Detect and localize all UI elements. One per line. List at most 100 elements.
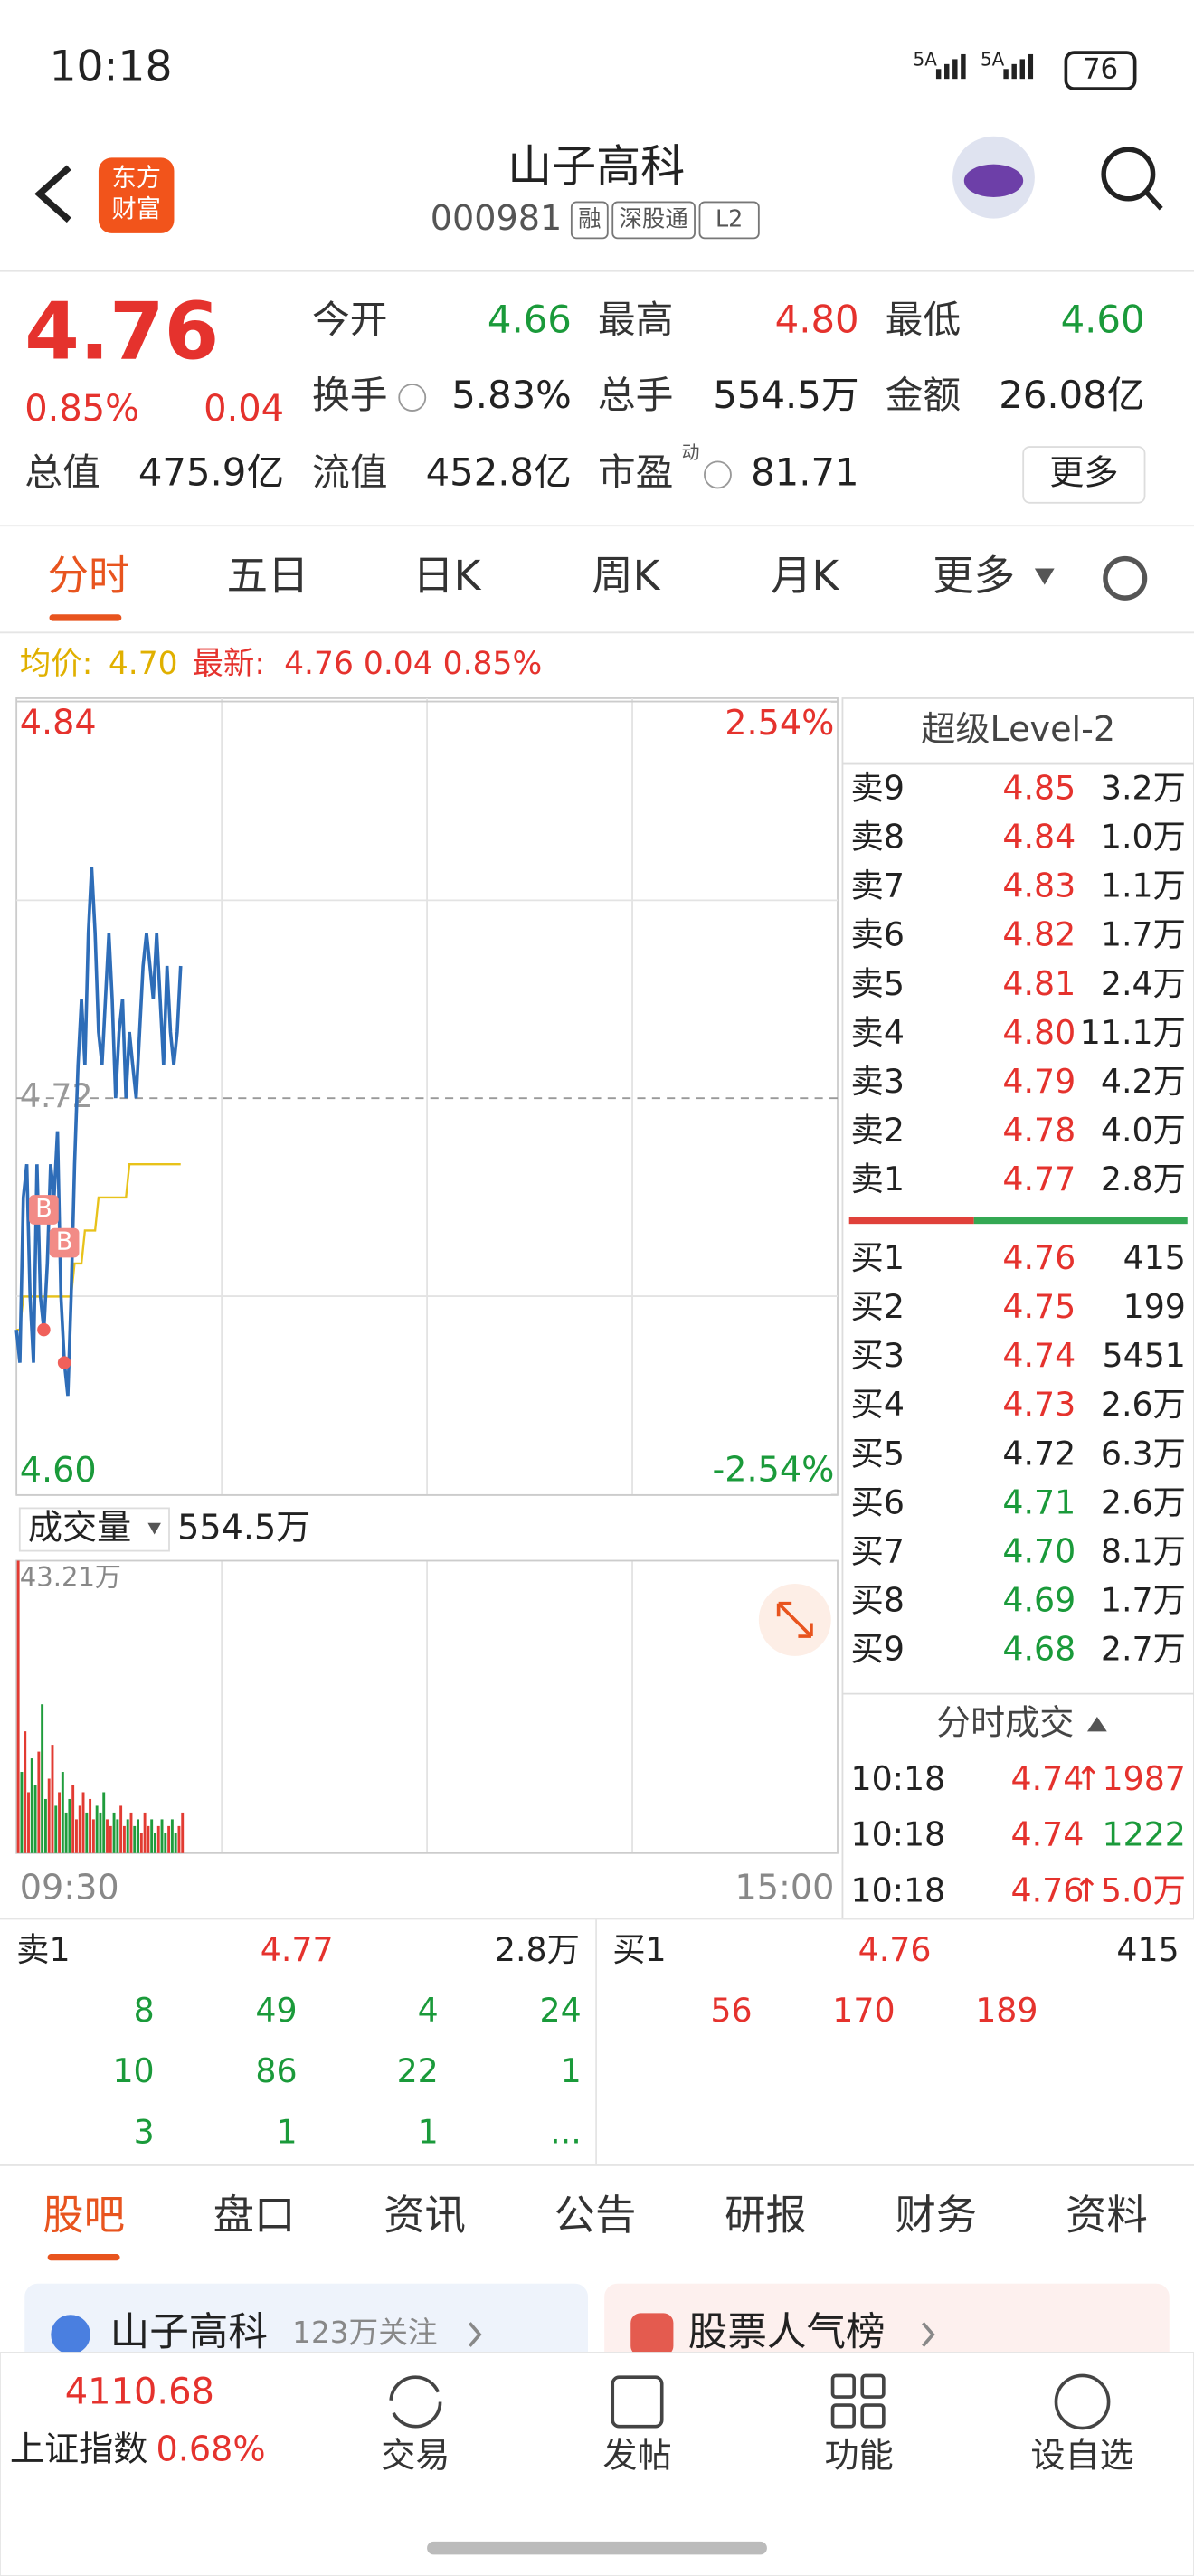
trade-price: 4.74 (1011, 1815, 1085, 1854)
level-price: 4.83 (1002, 867, 1076, 905)
info-tab[interactable]: 公告 (554, 2192, 637, 2240)
info-tab[interactable]: 资讯 (384, 2192, 466, 2240)
ask-ratio-bar (848, 1217, 974, 1225)
expand-icon (776, 1601, 813, 1638)
volume-bar (150, 1819, 154, 1853)
queue-price: 4.77 (261, 1930, 334, 1969)
signal-bar (961, 53, 966, 80)
volume-bar (119, 1805, 123, 1853)
trade-icon (389, 2375, 442, 2429)
volume-bar (95, 1805, 99, 1853)
volume-bar (37, 1751, 41, 1853)
volume-bar (126, 1819, 129, 1853)
nav-item[interactable]: 发帖 (602, 2436, 671, 2476)
chart-tab[interactable]: 月K (771, 552, 839, 600)
nav-item[interactable]: 功能 (824, 2436, 893, 2476)
level-volume: 4.0万 (1101, 1111, 1186, 1150)
level-label: 买5 (851, 1434, 905, 1473)
chevron (468, 2322, 482, 2347)
logo-text: 东方 (111, 164, 160, 192)
volume-bar (20, 1772, 24, 1853)
more-button-label[interactable]: 更多 (1049, 452, 1118, 492)
stat-label: 换手 (312, 373, 387, 417)
level-volume: 199 (1123, 1287, 1186, 1326)
nav-item[interactable]: 交易 (381, 2436, 450, 2476)
pct-tick-label: -2.54% (713, 1450, 835, 1490)
trades-title[interactable]: 分时成交 (936, 1703, 1074, 1743)
card-subtitle: 123万关注 (292, 2316, 437, 2350)
volume-bar (106, 1819, 109, 1853)
level-label: 买7 (851, 1531, 905, 1570)
signal-bar (952, 59, 958, 80)
level-volume: 1.7万 (1101, 915, 1186, 954)
trade-volume: ↑5.0万 (1073, 1870, 1185, 1909)
info-tab[interactable]: 股吧 (43, 2192, 125, 2240)
signal-label: 5A (914, 49, 938, 71)
chart-tab[interactable]: 更多 (933, 552, 1015, 600)
volume-label[interactable]: 成交量 (28, 1507, 131, 1547)
level-label: 买6 (851, 1482, 905, 1521)
stat-label: 市盈 (598, 450, 673, 494)
stat-label: 总值 (24, 450, 100, 494)
queue-order: 1 (418, 2112, 439, 2151)
stat-label: 最低 (886, 297, 961, 341)
stat-value: 5.83% (451, 373, 572, 417)
level-price: 4.75 (1002, 1287, 1076, 1326)
nav-item[interactable]: 设自选 (1030, 2436, 1133, 2476)
level-volume: 2.4万 (1101, 964, 1186, 1003)
queue-price: 4.76 (858, 1930, 932, 1969)
level-volume: 2.6万 (1101, 1385, 1186, 1424)
signal-bar (1003, 69, 1009, 80)
volume-bar (81, 1792, 85, 1853)
tab-underline (49, 614, 122, 621)
level-price: 4.72 (1002, 1434, 1076, 1473)
volume-selector[interactable] (18, 1507, 170, 1552)
level-price: 4.84 (1002, 818, 1076, 857)
logo (98, 157, 175, 233)
level-price: 4.81 (1002, 964, 1076, 1003)
volume-bar (170, 1819, 174, 1853)
chart-tab[interactable]: 周K (592, 552, 660, 600)
tag: 融 (578, 204, 601, 232)
info-tab[interactable]: 研报 (725, 2192, 807, 2240)
dropdown-caret (147, 1522, 161, 1535)
info-tab[interactable]: 财务 (896, 2192, 978, 2240)
settings-icon[interactable] (1103, 555, 1148, 601)
queue-order: 189 (975, 1991, 1038, 2030)
volume-bar (122, 1825, 126, 1853)
level-label: 买9 (851, 1629, 905, 1668)
level-label: 卖3 (851, 1062, 905, 1101)
level-volume: 1.1万 (1101, 867, 1186, 905)
volume-bar (47, 1778, 51, 1853)
chart-tab[interactable]: 分时 (48, 552, 130, 600)
level-volume: 11.1万 (1080, 1013, 1186, 1052)
level-price: 4.74 (1002, 1336, 1076, 1375)
level-volume: 3.2万 (1101, 769, 1186, 808)
search-icon[interactable] (1101, 147, 1156, 202)
change-pct: 0.85% (24, 388, 139, 430)
x-tick-label: 15:00 (735, 1867, 835, 1907)
volume-bar (174, 1833, 177, 1853)
info-tab[interactable]: 盘口 (213, 2192, 296, 2240)
chart-tab[interactable]: 日K (412, 552, 481, 600)
volume-bar (112, 1812, 116, 1853)
trade-time: 10:18 (851, 1870, 946, 1909)
queue-label: 买1 (612, 1930, 666, 1969)
function-icon (860, 2373, 886, 2399)
volume-bar (75, 1819, 78, 1853)
info-icon[interactable] (398, 384, 427, 412)
more-button[interactable] (1022, 446, 1146, 504)
info-tab[interactable]: 资料 (1066, 2192, 1148, 2240)
tag-box (570, 201, 609, 240)
volume-bar (156, 1825, 160, 1853)
back-button[interactable] (34, 165, 71, 223)
info-icon[interactable] (704, 460, 732, 489)
index-name: 上证指数 (10, 2429, 147, 2468)
queue-order: 56 (710, 1991, 752, 2030)
volume-bar (102, 1792, 106, 1853)
home-indicator (427, 2541, 767, 2555)
queue-order: 8 (134, 1991, 155, 2030)
chart-tab[interactable]: 五日 (227, 552, 309, 600)
stat-value: 554.5万 (713, 373, 858, 417)
